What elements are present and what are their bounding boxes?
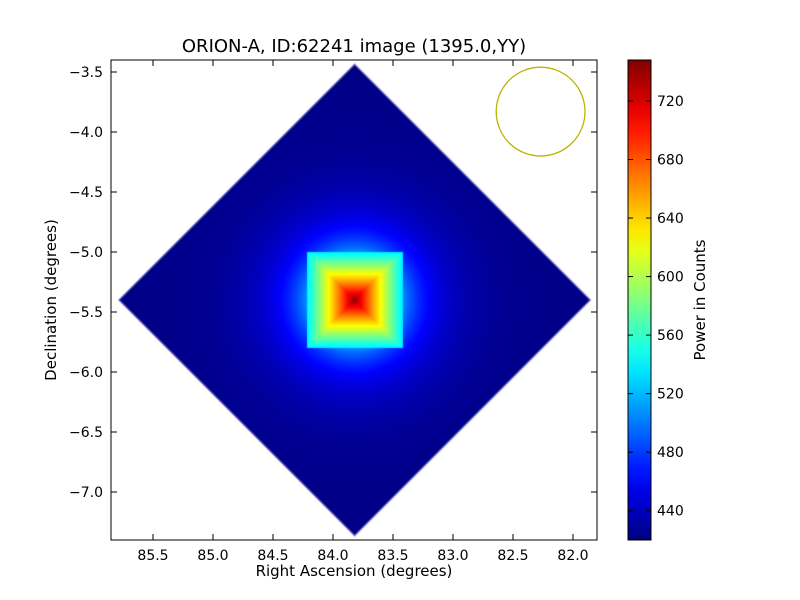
colorbar-tick-label: 600 bbox=[657, 270, 684, 286]
plot-frame bbox=[110, 59, 598, 541]
heatmap-plot bbox=[111, 60, 597, 540]
x-tick-label: 83.5 bbox=[377, 548, 408, 564]
y-tick-label: −4.0 bbox=[69, 125, 103, 141]
chart-title: ORION-A, ID:62241 image (1395.0,YY) bbox=[182, 36, 526, 57]
x-tick-label: 85.0 bbox=[197, 548, 228, 564]
x-tick-label: 82.0 bbox=[557, 548, 588, 564]
colorbar-tick-label: 640 bbox=[657, 211, 684, 227]
x-tick-label: 84.5 bbox=[257, 548, 288, 564]
colorbar-label: Power in Counts bbox=[691, 239, 709, 360]
x-axis-ticks: 85.5 85.0 84.5 84.0 83.5 83.0 82.5 82.0 bbox=[137, 60, 589, 564]
x-axis-label: Right Ascension (degrees) bbox=[256, 562, 453, 580]
heatmap-image bbox=[111, 60, 597, 540]
colorbar-tick-label: 720 bbox=[657, 94, 684, 110]
y-tick-label: −6.5 bbox=[69, 425, 103, 441]
colorbar: 440 480 520 560 600 640 680 720 Power in Counts bbox=[627, 59, 709, 541]
x-tick-label: 85.5 bbox=[137, 548, 168, 564]
y-axis-ticks: −3.5 −4.0 −4.5 −5.0 −5.5 −6.0 −6.5 −7.0 bbox=[69, 65, 597, 501]
beam-circle-marker bbox=[495, 66, 586, 157]
colorbar-ticks: 440 480 520 560 600 640 680 720 bbox=[628, 94, 684, 520]
y-axis-label: Declination (degrees) bbox=[42, 219, 60, 381]
y-tick-label: −5.0 bbox=[69, 245, 103, 261]
y-tick-label: −3.5 bbox=[69, 65, 103, 81]
colorbar-tick-label: 480 bbox=[657, 445, 684, 461]
colorbar-tick-label: 440 bbox=[657, 504, 684, 520]
y-tick-label: −7.0 bbox=[69, 485, 103, 501]
x-tick-label: 82.5 bbox=[497, 548, 528, 564]
y-tick-label: −5.5 bbox=[69, 305, 103, 321]
y-tick-label: −6.0 bbox=[69, 365, 103, 381]
colorbar-tick-label: 520 bbox=[657, 387, 684, 403]
y-tick-label: −4.5 bbox=[69, 185, 103, 201]
colorbar-bar bbox=[627, 59, 652, 541]
x-tick-label: 84.0 bbox=[317, 548, 348, 564]
colorbar-tick-label: 560 bbox=[657, 328, 684, 344]
x-tick-label: 83.0 bbox=[437, 548, 468, 564]
colorbar-tick-label: 680 bbox=[657, 153, 684, 169]
